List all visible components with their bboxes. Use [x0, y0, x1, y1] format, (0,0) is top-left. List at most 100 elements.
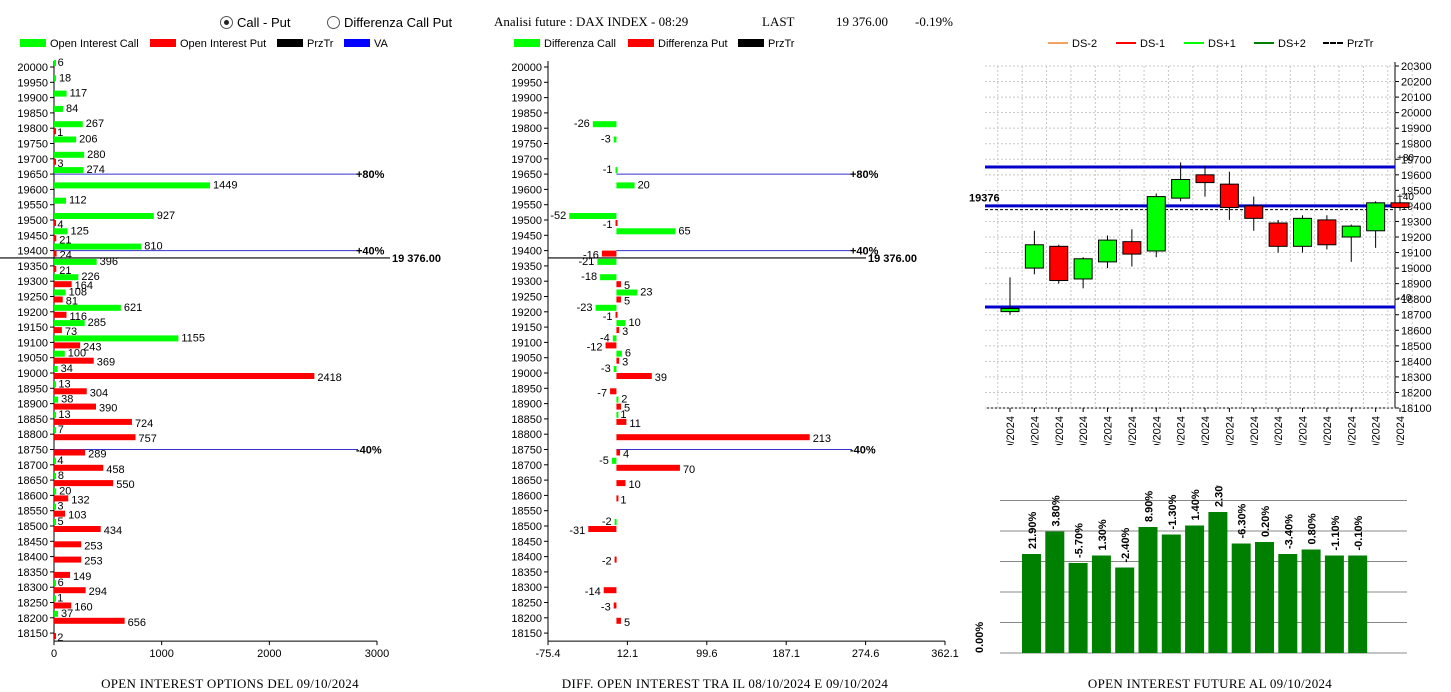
call-bar	[615, 167, 618, 174]
put-bar	[54, 250, 57, 257]
y-tick-label: 19300	[17, 276, 48, 288]
y-tick-label: 19550	[511, 200, 542, 212]
call-value-label: 2	[621, 394, 627, 406]
call-bar	[54, 274, 79, 281]
put-value-label: 132	[71, 494, 89, 506]
put-value-label: 757	[139, 433, 157, 445]
legend-swatch	[1184, 42, 1204, 44]
put-bar	[54, 571, 71, 578]
y-tick-label: 18350	[17, 567, 48, 579]
call-value-label: 84	[66, 103, 78, 115]
put-bar	[54, 357, 94, 364]
y-tick-label: 19550	[17, 200, 48, 212]
put-bar	[54, 480, 114, 487]
call-value-label: -2	[602, 516, 612, 528]
y-tick-label: 19500	[1401, 185, 1432, 197]
y-tick-label: 19400	[511, 246, 542, 258]
call-bar	[54, 289, 66, 296]
y-tick-label: 19300	[511, 276, 542, 288]
put-bar	[616, 434, 810, 441]
call-bar	[613, 136, 617, 143]
oi-bar	[1278, 554, 1298, 653]
x-tick-label: 23/09/2024	[1078, 416, 1090, 445]
call-value-label: 13	[58, 409, 70, 421]
call-value-label: 18	[59, 72, 71, 84]
oi-bar	[1185, 525, 1205, 653]
legend-label: Differenza Put	[658, 38, 728, 50]
y-tick-label: 18250	[17, 598, 48, 610]
put-value-label: 5	[624, 403, 630, 415]
call-value-label: 3	[57, 501, 63, 513]
x-tick-label: 07/10/2024	[1322, 416, 1334, 445]
call-bar	[616, 350, 622, 357]
last-price-label: 19376	[969, 193, 1000, 205]
put-value-label: 5	[624, 296, 630, 308]
call-value-label: 34	[61, 363, 73, 375]
va-label: +80%	[356, 169, 385, 181]
radio-diff-call-put[interactable]: Differenza Call Put	[327, 15, 452, 30]
call-bar	[54, 595, 56, 602]
candlestick-chart: 20300 20200 20100 20000 19900 19800 19700 19600…	[969, 61, 1432, 445]
oi-bar-label: -3.40%	[1283, 514, 1295, 549]
y-tick-label: 18200	[511, 613, 542, 625]
put-bar	[54, 235, 57, 242]
call-value-label: 117	[70, 88, 88, 100]
y-tick-label: 18300	[1401, 372, 1432, 384]
legend-item: Differenza Call	[514, 38, 616, 50]
y-tick-label: 20000	[1401, 108, 1432, 120]
call-value-label: 621	[124, 302, 142, 314]
call-bar	[54, 167, 84, 174]
legend-label: DS-2	[1072, 38, 1098, 50]
oi-bar-label: 0.20%	[1260, 506, 1272, 537]
x-tick-label: 18/09/2024	[1005, 416, 1017, 445]
put-value-label: 4	[57, 219, 63, 231]
x-tick-label: 09/10/2024	[1371, 416, 1383, 445]
call-bar	[54, 580, 56, 587]
put-bar	[605, 342, 617, 349]
call-bar	[612, 335, 617, 342]
x-tick-label: 12.1	[617, 648, 638, 660]
oi-bar-label: -1.30%	[1167, 494, 1179, 529]
x-tick-label: 27/09/2024	[1176, 416, 1188, 445]
call-bar	[54, 304, 121, 311]
put-bar	[616, 403, 621, 410]
y-tick-label: 18650	[17, 475, 48, 487]
x-tick-label: 04/10/2024	[1298, 416, 1310, 445]
put-value-label: 164	[75, 280, 93, 292]
put-value-label: 390	[99, 403, 117, 415]
call-bar	[54, 503, 56, 510]
oi-bar	[1115, 567, 1135, 653]
put-bar	[54, 403, 96, 410]
call-value-label: -23	[577, 302, 593, 314]
y-tick-label: 18600	[17, 490, 48, 502]
y-tick-label: 19800	[511, 123, 542, 135]
radio-call-put[interactable]: Call - Put	[220, 15, 290, 30]
y-tick-label: 18700	[1401, 310, 1432, 322]
legend-label: PrzTr	[1347, 38, 1374, 50]
y-tick-label: 19100	[511, 337, 542, 349]
call-value-label: -3	[601, 363, 611, 375]
y-tick-label: 18800	[511, 429, 542, 441]
legend-item: DS+2	[1254, 38, 1306, 50]
call-bar	[54, 396, 59, 403]
y-tick-label: 18300	[511, 582, 542, 594]
call-bar	[54, 136, 77, 143]
y-tick-label: 18400	[511, 552, 542, 564]
call-value-label: 23	[640, 287, 652, 299]
x-tick-label: 1000	[149, 648, 173, 660]
x-tick-label: 0	[51, 648, 57, 660]
put-bar	[54, 342, 81, 349]
candle-body	[1219, 183, 1239, 208]
call-bar	[54, 258, 97, 265]
x-tick-label: 362.1	[931, 648, 959, 660]
y-tick-label: 18800	[17, 429, 48, 441]
call-value-label: 1	[57, 593, 63, 605]
put-bar	[54, 602, 72, 609]
oi-bar	[1348, 555, 1368, 653]
oi-bar	[1161, 534, 1181, 653]
legend-swatch	[20, 39, 46, 47]
candle-body	[1146, 196, 1166, 252]
put-value-label: 11	[629, 418, 640, 430]
call-bar	[54, 243, 142, 250]
candle-body	[1122, 241, 1142, 255]
